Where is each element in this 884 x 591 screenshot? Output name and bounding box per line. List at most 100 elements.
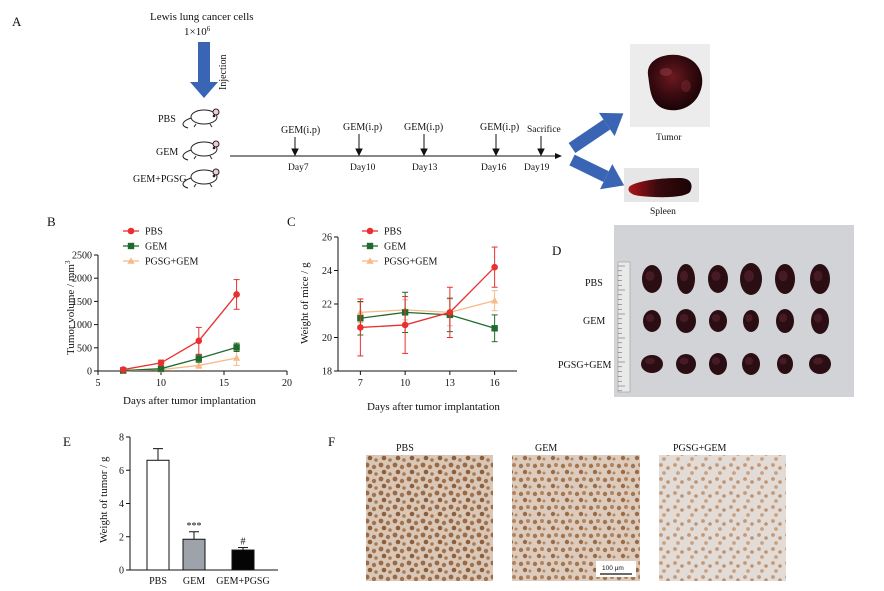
y-tick-label: 4: [119, 499, 124, 510]
series-gem: [357, 291, 498, 343]
series-line: [123, 357, 237, 372]
tumor-highlight: [778, 313, 788, 323]
tumor-highlight: [645, 314, 655, 322]
treatment-label: GEM(i.p): [480, 122, 519, 133]
series-gem: [120, 342, 240, 374]
tumor-highlight: [711, 357, 721, 365]
tumor-highlight: [778, 270, 788, 282]
legend: PBS GEM PGSG+GEM: [123, 227, 199, 268]
treatment-label: GEM(i.p): [281, 125, 320, 136]
category-label: PBS: [149, 576, 167, 587]
tumor-highlight: [813, 357, 823, 365]
legend-label: GEM: [145, 242, 167, 253]
tumor-highlight: [779, 357, 787, 365]
timeline-markers: [291, 134, 545, 157]
ihc-image-pbs: [366, 455, 493, 581]
panel-e-label: E: [63, 434, 71, 449]
series-line: [123, 346, 237, 372]
x-tick-label: 5: [96, 378, 101, 389]
treatment-label: GEM(i.p): [404, 122, 443, 133]
tumor-highlight: [711, 314, 721, 322]
scalebar-label: 100 μm: [602, 565, 624, 572]
tumor-highlight: [679, 313, 689, 323]
legend-marker: [127, 257, 135, 264]
data-point: [446, 309, 454, 316]
tumor-highlight: [711, 271, 721, 281]
arrow-to-tumor-icon: [568, 112, 624, 153]
injection-arrow-icon: [190, 42, 218, 98]
injection-label: Injection: [218, 54, 229, 90]
tumor-highlight: [645, 271, 655, 281]
y-tick-label: 1000: [72, 320, 92, 331]
legend-marker: [366, 257, 374, 264]
panel-f: F PBS GEM PGSG+GEM 100 μm: [328, 434, 786, 581]
day-label: Day7: [288, 163, 309, 173]
y-tick-label: 24: [322, 266, 332, 277]
data-point: [157, 365, 165, 372]
treatment-label: Sacrifice: [527, 124, 561, 135]
y-tick-label: 0: [119, 566, 124, 577]
day-label: Day10: [350, 163, 376, 173]
data-point: [233, 344, 240, 351]
d-row-label-pbs: PBS: [585, 278, 603, 289]
ihc-title-pbs: PBS: [396, 443, 414, 454]
chart-c-xlabel: Days after tumor implantation: [367, 401, 500, 413]
spleen-label: Spleen: [650, 207, 676, 217]
legend-label: GEM: [384, 242, 406, 253]
bar: [146, 459, 170, 571]
y-tick-label: 22: [322, 300, 332, 311]
y-tick-label: 1500: [72, 297, 92, 308]
cells-count: 1×106: [184, 25, 211, 38]
day-label: Day16: [481, 163, 507, 173]
x-tick-label: 16: [490, 378, 500, 389]
data-point: [195, 355, 202, 362]
bar: [182, 538, 206, 571]
day-label: Day19: [524, 163, 550, 173]
tumor-highlight: [645, 357, 655, 365]
data-point: [491, 296, 499, 304]
series-pgsg-gem: [356, 290, 499, 327]
mouse-icon: [182, 168, 220, 189]
mouse-icon: [182, 140, 220, 161]
timeline-arrow-icon: [555, 153, 562, 159]
bar: [231, 549, 255, 571]
scalebar-box: [596, 561, 636, 577]
series-pbs: [357, 246, 498, 357]
ihc-image-pgsg-gem: [659, 455, 786, 581]
tumor-highlight: [813, 270, 823, 282]
spleen-photo: [624, 168, 699, 202]
day-label: Day13: [412, 163, 438, 173]
tumor-specimen: [641, 355, 663, 373]
tumor-highlight: [813, 313, 823, 323]
data-point: [401, 321, 409, 329]
chart-c-ylabel: Weight of mice / g: [299, 262, 311, 344]
tumor-photo: [630, 44, 710, 127]
x-tick-label: 13: [445, 378, 455, 389]
ihc-image-gem: [512, 455, 640, 581]
tumor-highlight: [679, 270, 689, 282]
x-tick-label: 10: [156, 378, 166, 389]
ihc-title-pgsg-gem: PGSG+GEM: [673, 443, 727, 454]
d-row-label-pgsg-gem: PGSG+GEM: [558, 360, 612, 371]
x-tick-label: 20: [282, 378, 292, 389]
mouse-weight-chart: 18 20 22 24 26 7 10 13 16 PBS GEM PGSG+GEM: [322, 227, 517, 389]
panel-d: D PBS GEM PGSG+GEM: [552, 225, 854, 397]
d-row-label-gem: GEM: [583, 316, 605, 327]
treatment-label: GEM(i.p): [343, 122, 382, 133]
category-label: GEM+PGSG: [216, 576, 269, 587]
chart-e-ylabel: Weight of tumor / g: [98, 456, 110, 543]
y-tick-label: 500: [77, 343, 92, 354]
panel-b: B 0 500 1000 1500 2000 2500 5 10 15 20 PBS GEM PGSG+…: [47, 214, 292, 407]
series-line: [360, 266, 496, 329]
data-point: [195, 337, 203, 345]
tumor-highlight: [744, 270, 754, 282]
legend: PBS GEM PGSG+GEM: [362, 227, 438, 268]
legend-label: PGSG+GEM: [145, 257, 199, 268]
data-point: [233, 291, 240, 298]
arrow-to-spleen-icon: [569, 154, 625, 190]
panel-a: A Lewis lung cancer cells 1×106 Injectio…: [12, 11, 710, 217]
chart-b-xlabel: Days after tumor implantation: [123, 395, 256, 407]
y-tick-label: 18: [322, 367, 332, 378]
panel-b-label: B: [47, 214, 56, 229]
data-point: [491, 263, 498, 271]
